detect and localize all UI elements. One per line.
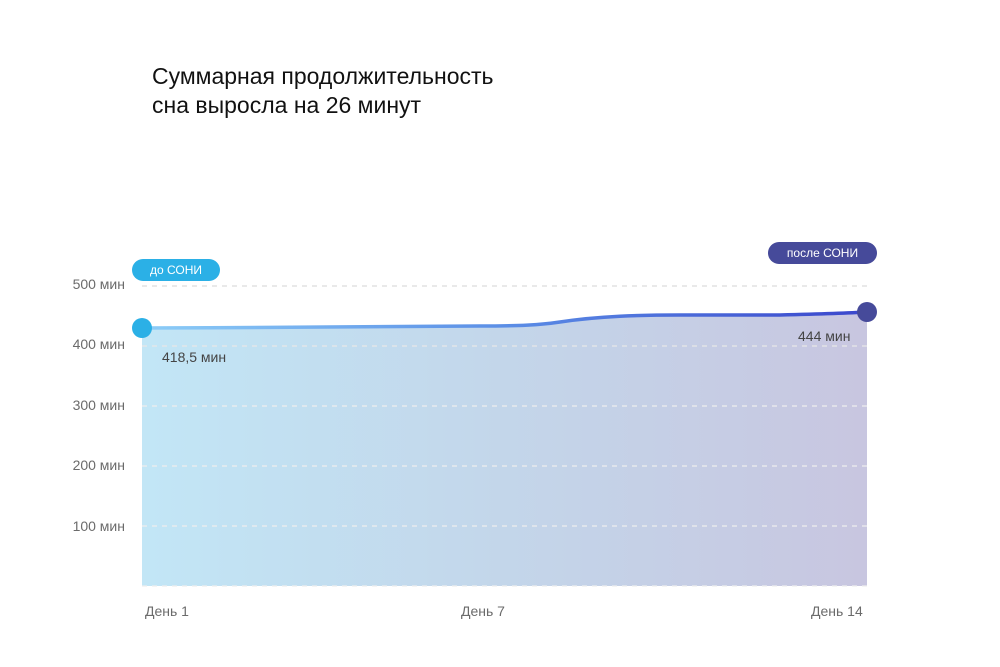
y-tick-100: 100 мин xyxy=(72,518,125,534)
chart-title: Суммарная продолжительность сна выросла … xyxy=(152,62,494,120)
start-value-label: 418,5 мин xyxy=(162,349,227,365)
y-tick-500: 500 мин xyxy=(72,276,125,292)
gridlines xyxy=(142,285,867,587)
before-soni-badge: до СОНИ xyxy=(132,259,220,281)
x-tick-day-1: День 1 xyxy=(145,603,189,619)
end-point-marker[interactable] xyxy=(857,302,877,322)
x-tick-day-14: День 14 xyxy=(811,603,863,619)
y-tick-200: 200 мин xyxy=(72,457,125,473)
x-tick-day-7: День 7 xyxy=(461,603,505,619)
chart-title-line-1: Суммарная продолжительность xyxy=(152,63,494,89)
data-line xyxy=(141,310,868,330)
after-soni-badge: после СОНИ xyxy=(768,242,877,264)
y-tick-300: 300 мин xyxy=(72,397,125,413)
end-value-label: 444 мин xyxy=(798,328,851,344)
area-fill xyxy=(142,312,867,586)
y-tick-400: 400 мин xyxy=(72,336,125,352)
chart-title-line-2: сна выросла на 26 минут xyxy=(152,92,422,118)
start-point-marker[interactable] xyxy=(132,318,152,338)
